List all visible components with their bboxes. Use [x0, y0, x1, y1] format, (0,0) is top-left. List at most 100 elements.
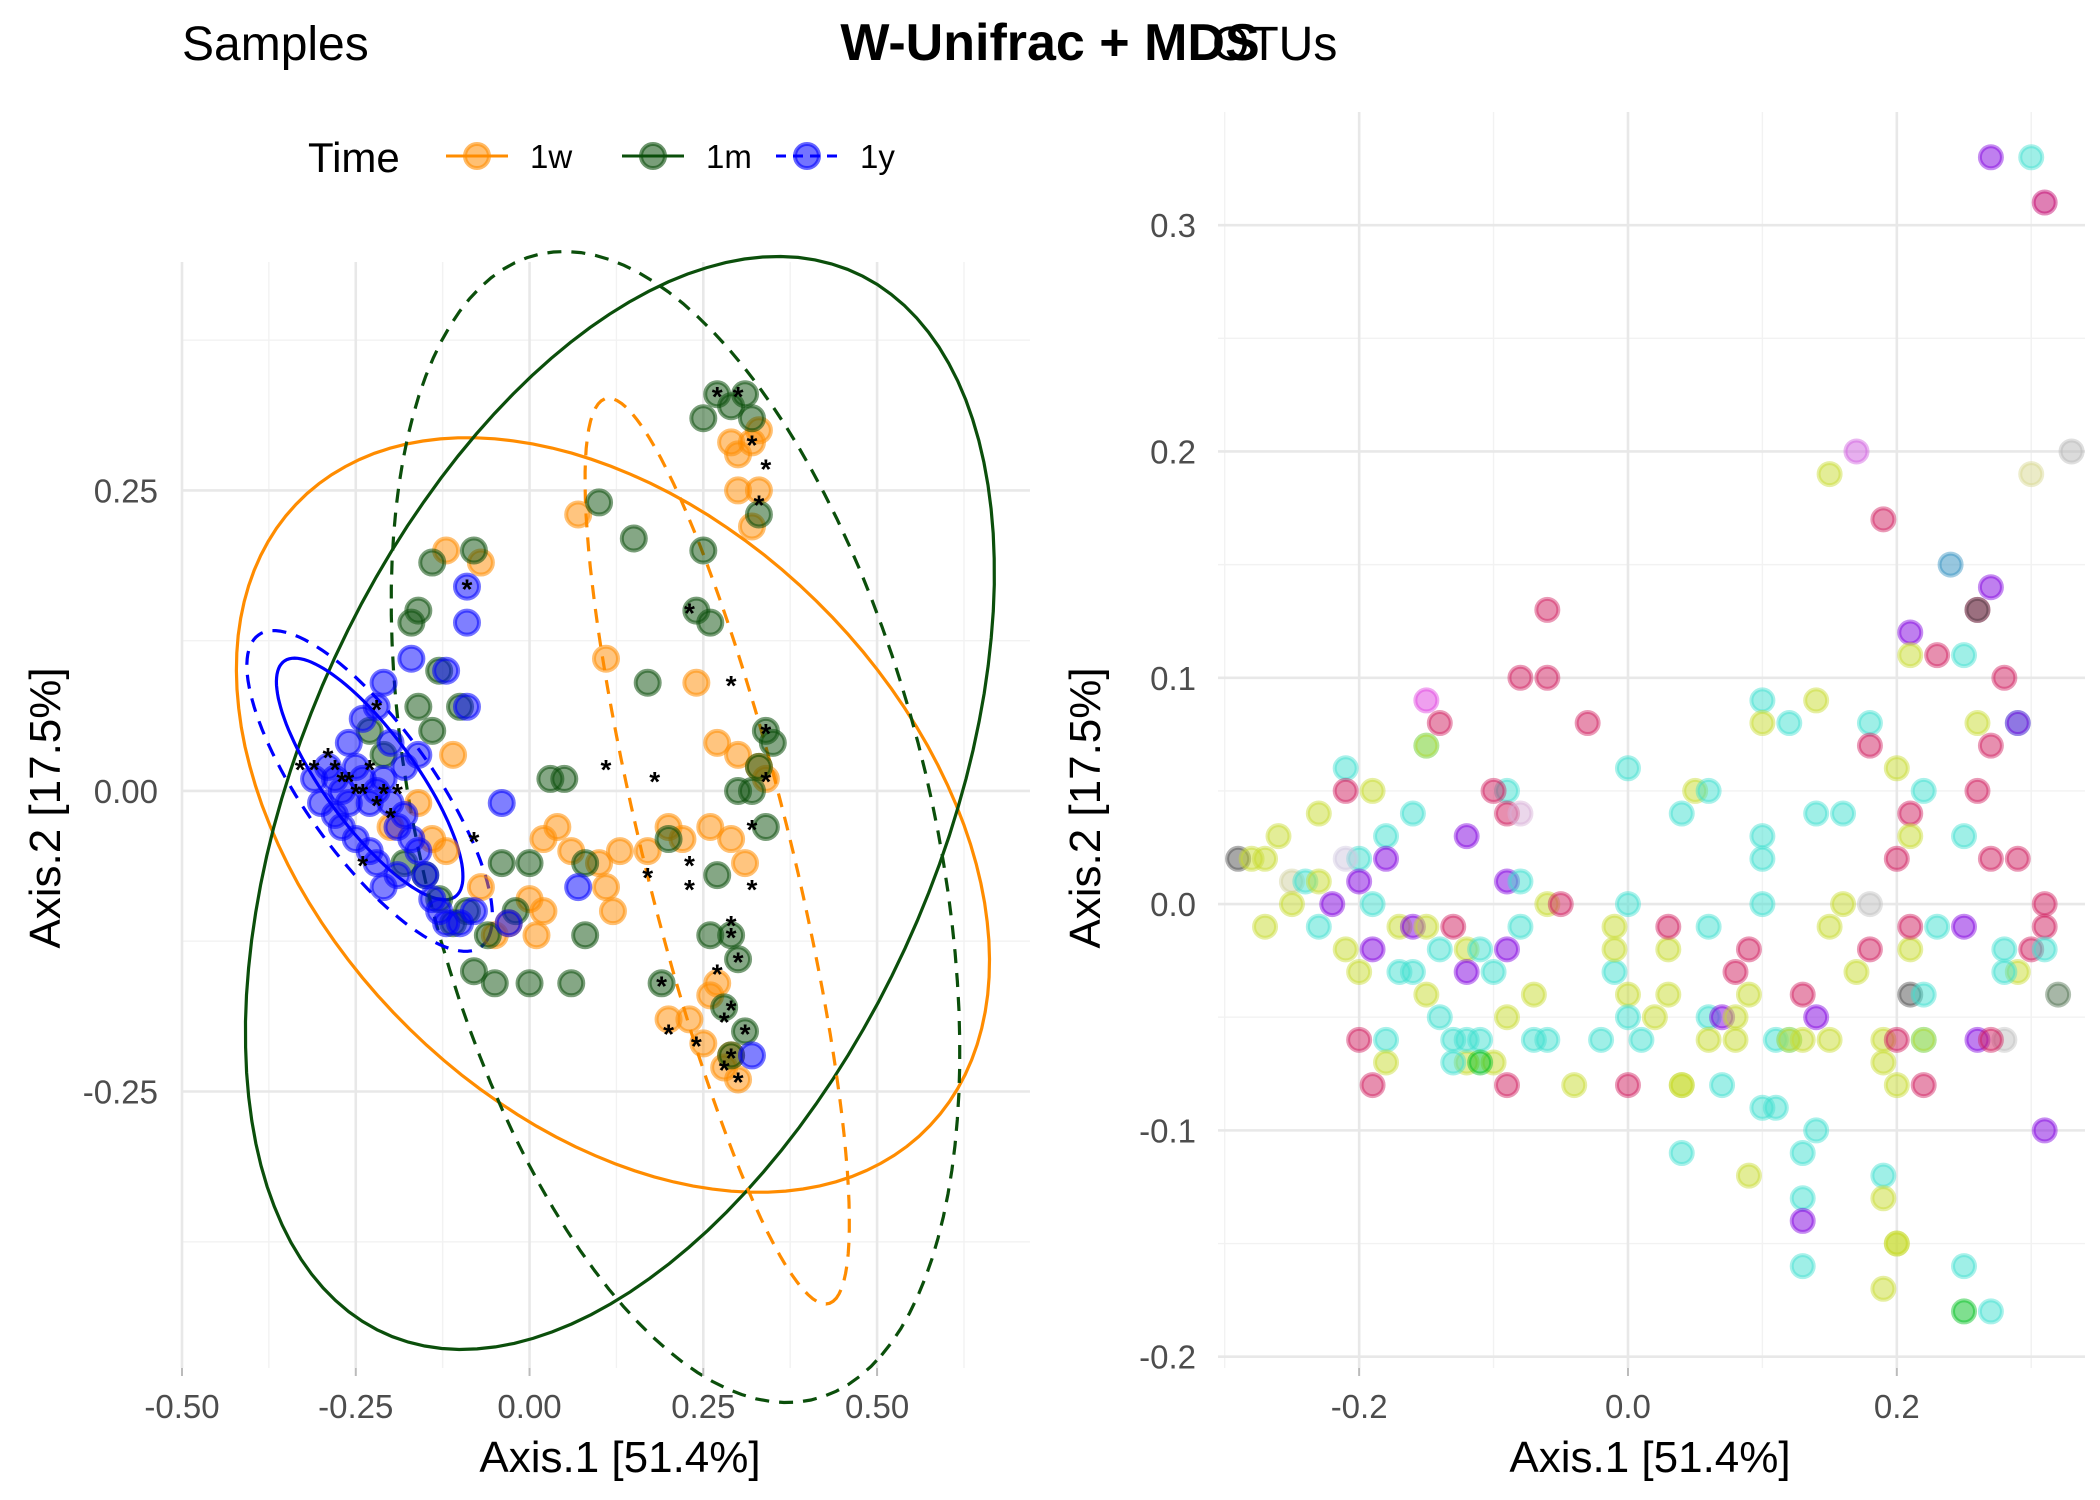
otu-point [2031, 189, 2058, 216]
otu-point [1789, 1185, 1816, 1212]
y-tick-label: 0.0 [1150, 886, 1196, 923]
sample-point-1m [710, 993, 739, 1022]
otu-point [1951, 823, 1978, 850]
otu-point [1964, 777, 1991, 804]
otu-point [1252, 845, 1279, 872]
sample-point-1w [605, 837, 634, 866]
otu-point [1856, 891, 1883, 918]
sample-point-1w [529, 825, 558, 854]
star-marker: * [336, 766, 347, 797]
otu-point [2031, 1117, 2058, 1144]
otus-y-axis-label: Axis.2 [17.5%] [1061, 667, 1110, 948]
star-marker: * [691, 1030, 702, 1061]
otu-point [1735, 981, 1762, 1008]
otu-point [2045, 981, 2072, 1008]
x-tick-label: -0.25 [318, 1388, 393, 1425]
samples-panel-title: Samples [182, 18, 369, 71]
otu-point [1494, 1004, 1520, 1031]
otu-point [1614, 891, 1641, 918]
sample-point-1y [737, 1041, 766, 1070]
otu-point [1614, 755, 1641, 782]
otu-point [1816, 461, 1843, 488]
otu-point [1977, 144, 2004, 171]
sample-point-1w [717, 825, 746, 854]
otu-point [1668, 1140, 1695, 1167]
star-marker: * [371, 694, 382, 725]
otu-point [1601, 913, 1628, 940]
legend-key-dot-1w [463, 142, 491, 170]
otu-point [2058, 438, 2085, 465]
star-marker: * [726, 994, 737, 1025]
otu-point [2031, 913, 2058, 940]
star-marker: * [364, 754, 375, 785]
otu-point [1426, 936, 1453, 963]
otu-point [1346, 958, 1373, 985]
otu-point [1856, 732, 1883, 759]
otu-point [1803, 1004, 1830, 1031]
otu-point [1776, 710, 1803, 737]
star-marker: * [663, 1018, 674, 1049]
otu-point [1507, 800, 1534, 827]
otu-point [1507, 664, 1534, 691]
otu-point [1964, 596, 1991, 623]
otu-point [1440, 913, 1467, 940]
sample-point-1w [682, 668, 711, 697]
otu-point [1534, 664, 1561, 691]
otu-point [1614, 981, 1641, 1008]
sample-point-1m [480, 969, 509, 998]
otu-point [1870, 1185, 1897, 1212]
sample-point-1m [689, 404, 718, 433]
otu-point [1735, 1162, 1762, 1189]
otu-point [1695, 777, 1722, 804]
star-marker: * [309, 754, 320, 785]
sample-point-1m [696, 921, 725, 950]
otu-point [1467, 1049, 1494, 1076]
star-marker: * [323, 742, 334, 773]
samples-panel: * * *************** **** ****************** *… [21, 249, 1030, 1482]
otu-point [1655, 936, 1682, 963]
sample-point-1m [585, 488, 614, 517]
otu-point [1843, 958, 1870, 985]
sample-point-1y [369, 668, 398, 697]
star-marker: * [712, 958, 723, 989]
otu-point [1924, 913, 1951, 940]
otu-point [2004, 845, 2031, 872]
otu-point [1655, 981, 1682, 1008]
ellipse-1m-dashed [389, 249, 962, 1405]
sample-point-1y [404, 837, 433, 866]
sample-point-1w [564, 500, 593, 529]
star-marker: * [733, 946, 744, 977]
legend-key-dot-1y [793, 142, 821, 170]
otu-point [1735, 936, 1762, 963]
otu-point [1977, 1026, 2004, 1053]
otu-point [1897, 619, 1924, 646]
sample-point-1w [529, 897, 558, 926]
sample-point-1m [515, 969, 544, 998]
ellipse-1m-solid [243, 254, 996, 1352]
sample-point-1w [689, 1029, 718, 1058]
otu-point [1534, 1026, 1561, 1053]
sample-point-1m [459, 957, 488, 986]
otu-point [1789, 1207, 1816, 1234]
otu-point [1843, 438, 1870, 465]
sample-point-1m [459, 536, 488, 565]
otu-point [1655, 913, 1682, 940]
otu-point [1870, 1162, 1897, 1189]
otu-point [1359, 891, 1386, 918]
star-marker: * [656, 970, 667, 1001]
otu-point [1816, 1026, 1843, 1053]
legend-title: Time [308, 134, 400, 181]
sample-point-1y [487, 788, 516, 817]
star-marker: * [719, 1006, 730, 1037]
otu-point [1359, 936, 1386, 963]
otu-point [1614, 1072, 1641, 1099]
star-marker: * [740, 1018, 751, 1049]
otu-point [1762, 1094, 1789, 1121]
sample-point-1m [696, 608, 725, 637]
star-marker: * [601, 754, 612, 785]
otu-point [1252, 913, 1279, 940]
otus-panel-title: OTUs [1212, 18, 1337, 71]
otu-point [1803, 687, 1830, 714]
sample-point-1m [751, 813, 780, 842]
